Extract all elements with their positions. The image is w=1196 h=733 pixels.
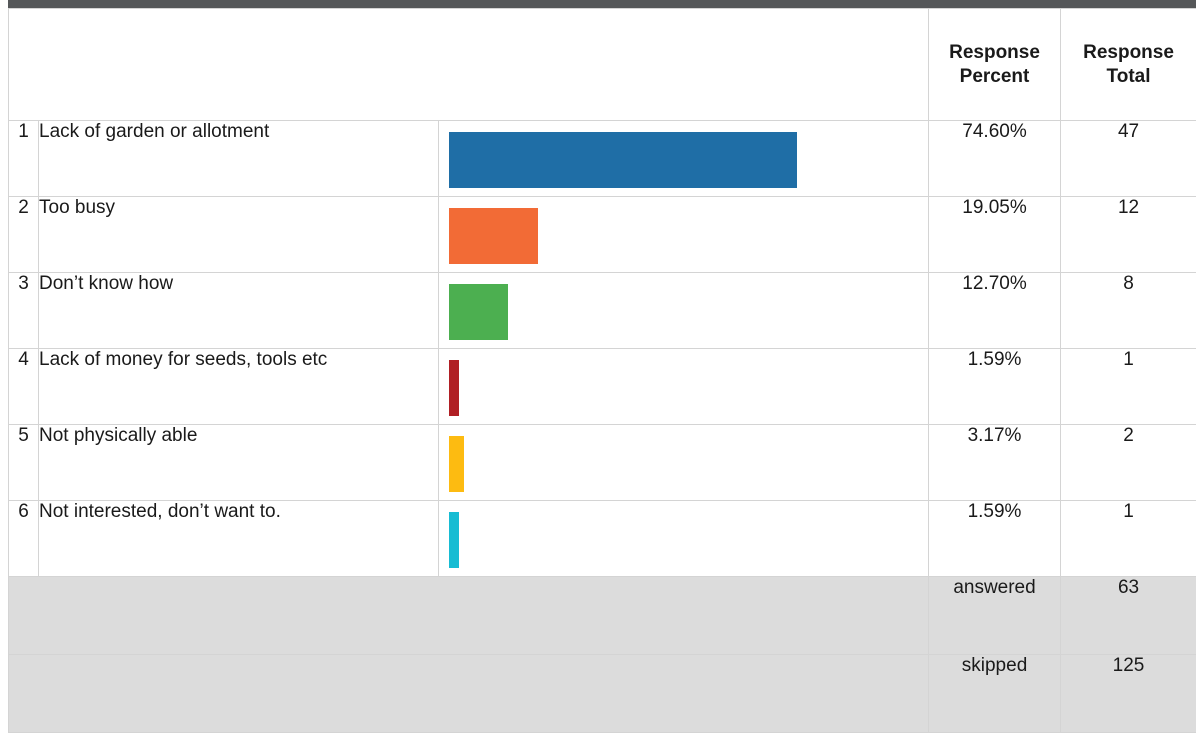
row-total: 12 (1061, 197, 1196, 273)
row-label: Not interested, don’t want to. (39, 501, 439, 577)
bar-not-interested (449, 512, 459, 568)
row-number: 5 (9, 425, 39, 501)
survey-results-table: Response Percent Response Total 1 Lack o… (8, 8, 1196, 733)
row-total: 1 (1061, 349, 1196, 425)
row-percent: 3.17% (929, 425, 1061, 501)
summary-blank (9, 577, 929, 655)
answered-value: 63 (1061, 577, 1196, 655)
bar-cell (439, 501, 929, 577)
row-label: Lack of money for seeds, tools etc (39, 349, 439, 425)
row-percent: 74.60% (929, 121, 1061, 197)
top-bar (8, 0, 1196, 8)
header-total-line2: Total (1107, 66, 1151, 87)
header-percent-line1: Response (949, 42, 1040, 63)
row-percent: 1.59% (929, 349, 1061, 425)
row-percent: 1.59% (929, 501, 1061, 577)
answered-label: answered (929, 577, 1061, 655)
table-row: 3 Don’t know how 12.70% 8 (9, 273, 1196, 349)
table-row: 5 Not physically able 3.17% 2 (9, 425, 1196, 501)
row-total: 8 (1061, 273, 1196, 349)
bar-not-physically-able (449, 436, 464, 492)
row-total: 2 (1061, 425, 1196, 501)
table-row: 1 Lack of garden or allotment 74.60% 47 (9, 121, 1196, 197)
header-row: Response Percent Response Total (9, 9, 1196, 121)
answered-row: answered 63 (9, 577, 1196, 655)
table-row: 6 Not interested, don’t want to. 1.59% 1 (9, 501, 1196, 577)
bar-cell (439, 349, 929, 425)
row-number: 1 (9, 121, 39, 197)
row-label: Too busy (39, 197, 439, 273)
header-total-line1: Response (1083, 42, 1174, 63)
bar-cell (439, 425, 929, 501)
skipped-value: 125 (1061, 655, 1196, 733)
header-response-percent: Response Percent (929, 9, 1061, 121)
row-number: 4 (9, 349, 39, 425)
table-row: 4 Lack of money for seeds, tools etc 1.5… (9, 349, 1196, 425)
row-number: 6 (9, 501, 39, 577)
bar-cell (439, 273, 929, 349)
row-label: Not physically able (39, 425, 439, 501)
skipped-row: skipped 125 (9, 655, 1196, 733)
bar-cell (439, 197, 929, 273)
row-number: 3 (9, 273, 39, 349)
row-label: Lack of garden or allotment (39, 121, 439, 197)
row-total: 1 (1061, 501, 1196, 577)
row-total: 47 (1061, 121, 1196, 197)
header-percent-line2: Percent (960, 66, 1030, 87)
header-response-total: Response Total (1061, 9, 1196, 121)
bar-lack-of-garden (449, 132, 797, 188)
row-percent: 12.70% (929, 273, 1061, 349)
bar-cell (439, 121, 929, 197)
summary-blank (9, 655, 929, 733)
bar-dont-know-how (449, 284, 508, 340)
bar-lack-of-money (449, 360, 459, 416)
row-number: 2 (9, 197, 39, 273)
row-percent: 19.05% (929, 197, 1061, 273)
table-row: 2 Too busy 19.05% 12 (9, 197, 1196, 273)
header-blank (9, 9, 929, 121)
row-label: Don’t know how (39, 273, 439, 349)
bar-too-busy (449, 208, 538, 264)
skipped-label: skipped (929, 655, 1061, 733)
